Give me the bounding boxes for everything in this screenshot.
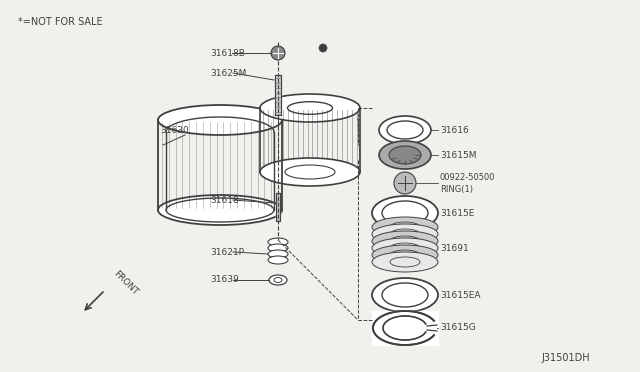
Ellipse shape (390, 243, 420, 253)
Ellipse shape (274, 278, 282, 282)
Ellipse shape (372, 245, 438, 265)
Ellipse shape (269, 275, 287, 285)
Ellipse shape (372, 278, 438, 312)
Text: 31625M: 31625M (210, 68, 246, 77)
Ellipse shape (158, 105, 282, 135)
Text: 31618B: 31618B (210, 48, 245, 58)
Ellipse shape (260, 94, 360, 122)
Text: RING(1): RING(1) (440, 185, 473, 193)
Text: 31616: 31616 (440, 125, 468, 135)
Ellipse shape (394, 172, 416, 194)
Ellipse shape (372, 224, 438, 244)
Ellipse shape (372, 196, 438, 230)
Ellipse shape (158, 195, 282, 225)
Text: 31618: 31618 (210, 196, 239, 205)
Ellipse shape (166, 198, 274, 222)
Text: 31615G: 31615G (440, 324, 476, 333)
Ellipse shape (372, 238, 438, 258)
Ellipse shape (271, 46, 285, 60)
Ellipse shape (382, 283, 428, 307)
Ellipse shape (372, 231, 438, 251)
Ellipse shape (390, 250, 420, 260)
Ellipse shape (319, 44, 327, 52)
Ellipse shape (268, 256, 288, 264)
Text: 31630: 31630 (160, 125, 189, 135)
Ellipse shape (390, 257, 420, 267)
Ellipse shape (390, 222, 420, 232)
Ellipse shape (268, 238, 288, 246)
Ellipse shape (387, 121, 423, 139)
Ellipse shape (382, 201, 428, 225)
Text: *=NOT FOR SALE: *=NOT FOR SALE (18, 17, 102, 27)
Text: 31615E: 31615E (440, 208, 474, 218)
Text: FRONT: FRONT (112, 269, 140, 297)
Ellipse shape (285, 165, 335, 179)
Ellipse shape (379, 141, 431, 169)
Ellipse shape (268, 244, 288, 252)
Text: 31615M: 31615M (440, 151, 477, 160)
Ellipse shape (287, 102, 333, 114)
Ellipse shape (268, 250, 288, 258)
Ellipse shape (372, 252, 438, 272)
Text: 31639: 31639 (210, 276, 239, 285)
Text: 31621P: 31621P (210, 247, 244, 257)
Text: 00922-50500: 00922-50500 (440, 173, 495, 182)
Text: 31615EA: 31615EA (440, 291, 481, 299)
Ellipse shape (389, 146, 421, 164)
Text: J31501DH: J31501DH (541, 353, 590, 363)
Ellipse shape (390, 236, 420, 246)
Ellipse shape (390, 229, 420, 239)
Text: 31691: 31691 (440, 244, 468, 253)
Ellipse shape (372, 217, 438, 237)
Ellipse shape (260, 158, 360, 186)
Ellipse shape (379, 116, 431, 144)
